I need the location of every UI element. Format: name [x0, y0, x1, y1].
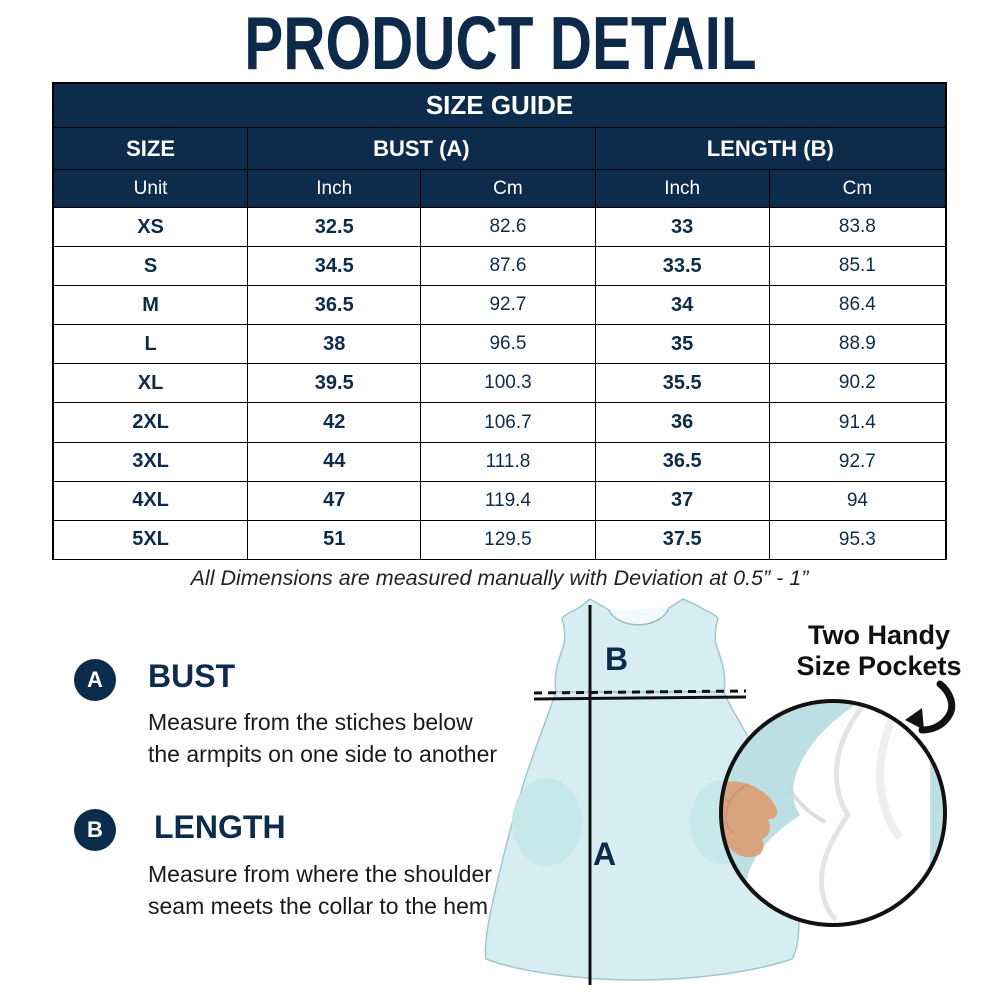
svg-text:Size Pockets: Size Pockets: [796, 651, 961, 681]
svg-text:A: A: [593, 836, 616, 872]
svg-text:Two Handy: Two Handy: [808, 620, 950, 650]
svg-text:B: B: [605, 641, 628, 677]
